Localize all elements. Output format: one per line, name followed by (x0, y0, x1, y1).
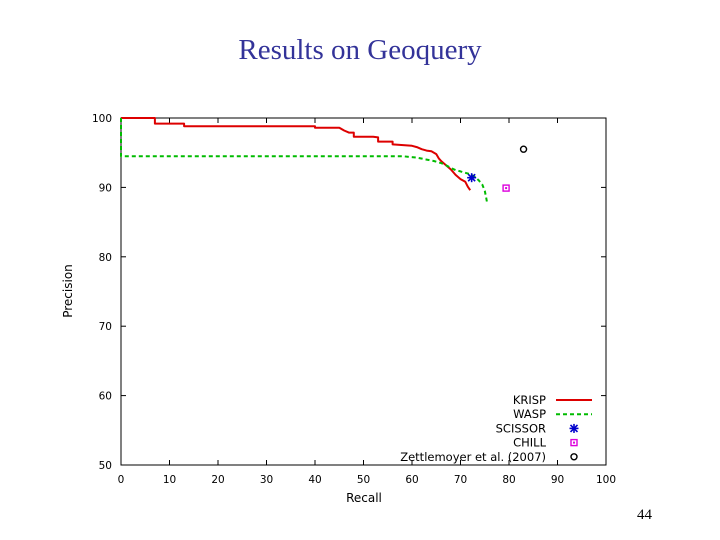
y-tick-label: 90 (99, 182, 112, 194)
x-tick-label: 30 (260, 474, 273, 486)
legend-label-zettlemoyer-et-al-2007: Zettlemoyer et al. (2007) (400, 450, 546, 464)
x-tick-label: 10 (163, 474, 176, 486)
x-axis-label: Recall (346, 491, 382, 505)
series-point-chill (502, 184, 510, 192)
y-tick-label: 70 (99, 321, 112, 333)
series-point-chill (505, 187, 508, 190)
y-tick-label: 60 (99, 391, 112, 403)
legend-label-scissor: SCISSOR (496, 421, 546, 435)
legend-swatch-zettlemoyer-et-al-2007 (570, 453, 578, 461)
series-point-zettlemoyer-et-al-2007 (519, 145, 528, 153)
x-tick-label: 70 (454, 474, 467, 486)
y-tick-label: 50 (99, 460, 112, 472)
series-line-wasp (120, 118, 489, 204)
legend-swatch-chill (570, 438, 578, 447)
legend-swatch-chill (573, 441, 575, 444)
legend-label-chill: CHILL (513, 436, 546, 450)
x-tick-label: 80 (502, 474, 515, 486)
y-tick-label: 80 (99, 252, 112, 264)
x-tick-label: 50 (357, 474, 370, 486)
series-line-krisp (121, 117, 472, 191)
slide-title: Results on Geoquery (238, 34, 482, 66)
x-tick-label: 20 (211, 474, 224, 486)
series-layer (120, 117, 528, 204)
y-axis-label: Precision (61, 264, 75, 318)
y-tick-label: 100 (92, 113, 112, 125)
legend-label-krisp: KRISP (513, 393, 546, 407)
x-tick-label: 60 (405, 474, 418, 486)
axis-ticks: 0 10 20 30 40 50 60 70 80 90 100 50 60 70 80 90 100 (92, 113, 616, 486)
x-tick-label: 40 (308, 474, 321, 486)
x-tick-label: 100 (596, 474, 616, 486)
x-tick-label: 90 (551, 474, 564, 486)
x-tick-label: 0 (118, 474, 125, 486)
page-number: 44 (637, 507, 652, 523)
legend-label-wasp: WASP (513, 407, 546, 421)
